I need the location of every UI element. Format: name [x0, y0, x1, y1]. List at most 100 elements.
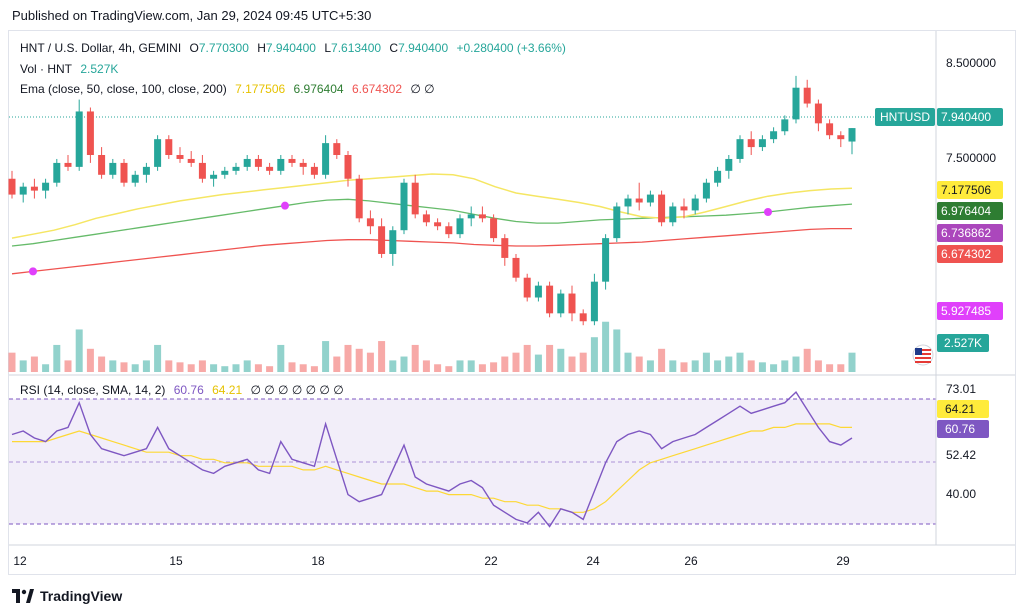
volume-bar: [355, 348, 363, 372]
candle-body: [691, 198, 699, 211]
candle-body: [109, 162, 117, 175]
high-label: H: [257, 41, 266, 55]
tradingview-logo[interactable]: TradingView: [12, 588, 122, 604]
ema100-tag-value: 6.976404: [941, 204, 991, 218]
ema-cross-marker: [29, 267, 37, 276]
legend-rsi-line: RSI (14, close, SMA, 14, 2) 60.76 64.21 …: [20, 383, 349, 397]
close-value: 7.940400: [398, 41, 449, 55]
volume-bar: [221, 366, 229, 372]
candle-body: [546, 285, 554, 314]
rsi-tick: 52.42: [946, 448, 976, 462]
ema-cross-marker: [281, 201, 289, 210]
volume-bar: [467, 360, 475, 372]
volume-bar: [30, 356, 38, 372]
volume-bar: [75, 329, 83, 372]
volume-label: Vol · HNT: [20, 62, 73, 76]
rsi-lines: [11, 391, 853, 528]
candle-body: [557, 293, 565, 314]
us-flag-icon[interactable]: [912, 344, 934, 366]
cross-tag-value: 6.736862: [941, 226, 991, 240]
candle-body: [288, 158, 296, 163]
volume-bar: [400, 356, 408, 372]
rsi-ma-line: [12, 423, 852, 513]
candle-body: [848, 128, 856, 142]
candle-body: [501, 238, 509, 258]
candle-body: [266, 166, 274, 171]
candle-body: [758, 139, 766, 148]
volume-bar: [456, 360, 464, 372]
volume-bar: [658, 348, 666, 372]
candle-body: [747, 139, 755, 148]
candle-body: [814, 103, 822, 124]
volume-bar: [198, 360, 206, 372]
volume-bar: [131, 364, 139, 372]
rsi-value: 60.76: [173, 383, 204, 397]
candle-body: [176, 155, 184, 159]
rsi-ma-tag-value: 64.21: [945, 402, 975, 416]
volume-bar: [837, 364, 845, 372]
volume-bars: [8, 321, 856, 372]
candle-body: [355, 178, 363, 219]
candle-body: [98, 155, 106, 175]
candle-body: [411, 182, 419, 215]
candle-body: [512, 257, 520, 278]
candle-body: [187, 158, 195, 163]
candle-body: [254, 158, 262, 167]
time-label: 24: [586, 554, 600, 568]
volume-bar: [243, 360, 251, 372]
time-label: 29: [836, 554, 850, 568]
volume-bar: [333, 356, 341, 372]
volume-bar: [848, 352, 856, 372]
candle-body: [42, 182, 50, 191]
volume-bar: [389, 360, 397, 372]
ema200-value: 6.674302: [351, 82, 402, 96]
candle-body: [30, 186, 38, 191]
candle-body: [422, 214, 430, 223]
candle-body: [434, 222, 442, 227]
candle-body: [837, 135, 845, 140]
legend-volume-line: Vol · HNT 2.527K: [20, 62, 123, 76]
volume-bar: [299, 364, 307, 372]
candle-body: [702, 182, 710, 199]
candle-body: [53, 162, 61, 183]
rsi-tail: ∅ ∅ ∅ ∅ ∅ ∅ ∅: [250, 383, 344, 397]
tradingview-logo-icon: [12, 589, 34, 603]
change-value: +0.280400 (+3.66%): [456, 41, 566, 55]
candle-body: [198, 162, 206, 179]
candle-body: [221, 170, 229, 175]
low-label: L: [324, 41, 332, 55]
volume-bar: [254, 364, 262, 372]
close-label: C: [389, 41, 399, 55]
volume-bar: [322, 341, 330, 372]
volume-bar: [310, 366, 318, 372]
time-label: 12: [13, 554, 27, 568]
ema50-line: [11, 173, 853, 239]
open-label: O: [189, 41, 199, 55]
last-price-tag: [937, 108, 1003, 126]
time-label: 18: [311, 554, 325, 568]
cross-tag: [937, 224, 1003, 242]
ema200-tag-value: 6.674302: [941, 247, 991, 261]
candle-body: [400, 182, 408, 231]
volume-bar: [736, 352, 744, 372]
published-header: Published on TradingView.com, Jan 29, 20…: [12, 8, 372, 23]
volume-bar: [523, 344, 531, 372]
volume-bar: [232, 364, 240, 372]
volume-bar: [187, 364, 195, 372]
candle-body: [635, 198, 643, 203]
volume-bar: [165, 360, 173, 372]
ema50-tag-value: 7.177506: [941, 183, 991, 197]
volume-bar: [579, 352, 587, 372]
volume-bar: [680, 362, 688, 372]
volume-bar: [8, 352, 16, 372]
candle-body: [232, 166, 240, 171]
candle-body: [120, 162, 128, 183]
volume-bar: [512, 352, 520, 372]
volume-bar: [411, 344, 419, 372]
price-pane[interactable]: [9, 31, 936, 374]
ema50-tag: [937, 181, 1003, 199]
chart-frame: [8, 30, 1016, 575]
rsi-tag-value: 60.76: [945, 422, 975, 436]
candle-body: [792, 87, 800, 120]
